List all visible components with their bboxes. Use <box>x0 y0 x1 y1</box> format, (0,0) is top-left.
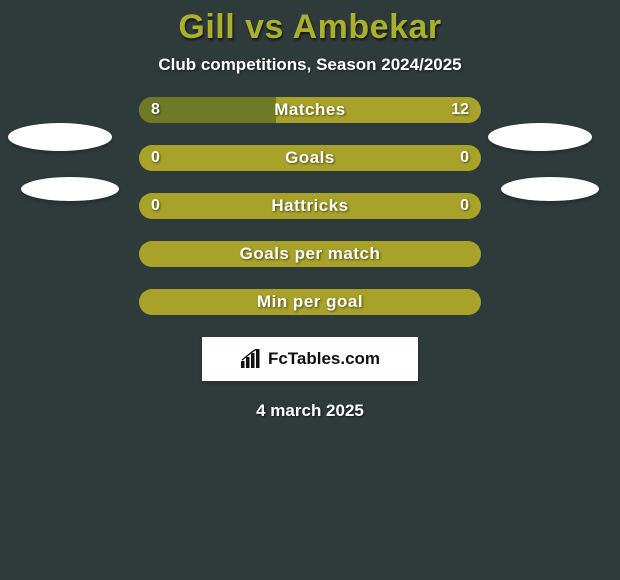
page-title: Gill vs Ambekar <box>178 8 441 47</box>
ellipse-left-1 <box>8 123 112 151</box>
bar-min-per-goal: Min per goal <box>139 289 481 315</box>
content-wrapper: Gill vs Ambekar Club competitions, Seaso… <box>0 0 620 580</box>
hattricks-label: Hattricks <box>271 196 348 216</box>
hattricks-left-value: 0 <box>151 197 160 215</box>
ellipse-right-2 <box>501 177 599 201</box>
row-goals-per-match: Goals per match <box>0 241 620 267</box>
bar-hattricks: 0 Hattricks 0 <box>139 193 481 219</box>
hattricks-right-value: 0 <box>460 197 469 215</box>
matches-left-value: 8 <box>151 101 160 119</box>
date-text: 4 march 2025 <box>256 401 364 421</box>
matches-right-value: 12 <box>451 101 469 119</box>
logo-text: FcTables.com <box>268 349 380 369</box>
goals-right-value: 0 <box>460 149 469 167</box>
row-min-per-goal: Min per goal <box>0 289 620 315</box>
ellipse-left-2 <box>21 177 119 201</box>
min-per-goal-label: Min per goal <box>257 292 363 312</box>
subtitle: Club competitions, Season 2024/2025 <box>158 55 461 75</box>
bar-matches: 8 Matches 12 <box>139 97 481 123</box>
matches-label: Matches <box>274 100 346 120</box>
goals-label: Goals <box>285 148 335 168</box>
row-matches: 8 Matches 12 <box>0 97 620 123</box>
bar-chart-icon <box>240 349 262 369</box>
bar-goals-per-match: Goals per match <box>139 241 481 267</box>
goals-per-match-label: Goals per match <box>240 244 381 264</box>
goals-left-value: 0 <box>151 149 160 167</box>
logo-box: FcTables.com <box>202 337 418 381</box>
ellipse-right-1 <box>488 123 592 151</box>
bar-goals: 0 Goals 0 <box>139 145 481 171</box>
